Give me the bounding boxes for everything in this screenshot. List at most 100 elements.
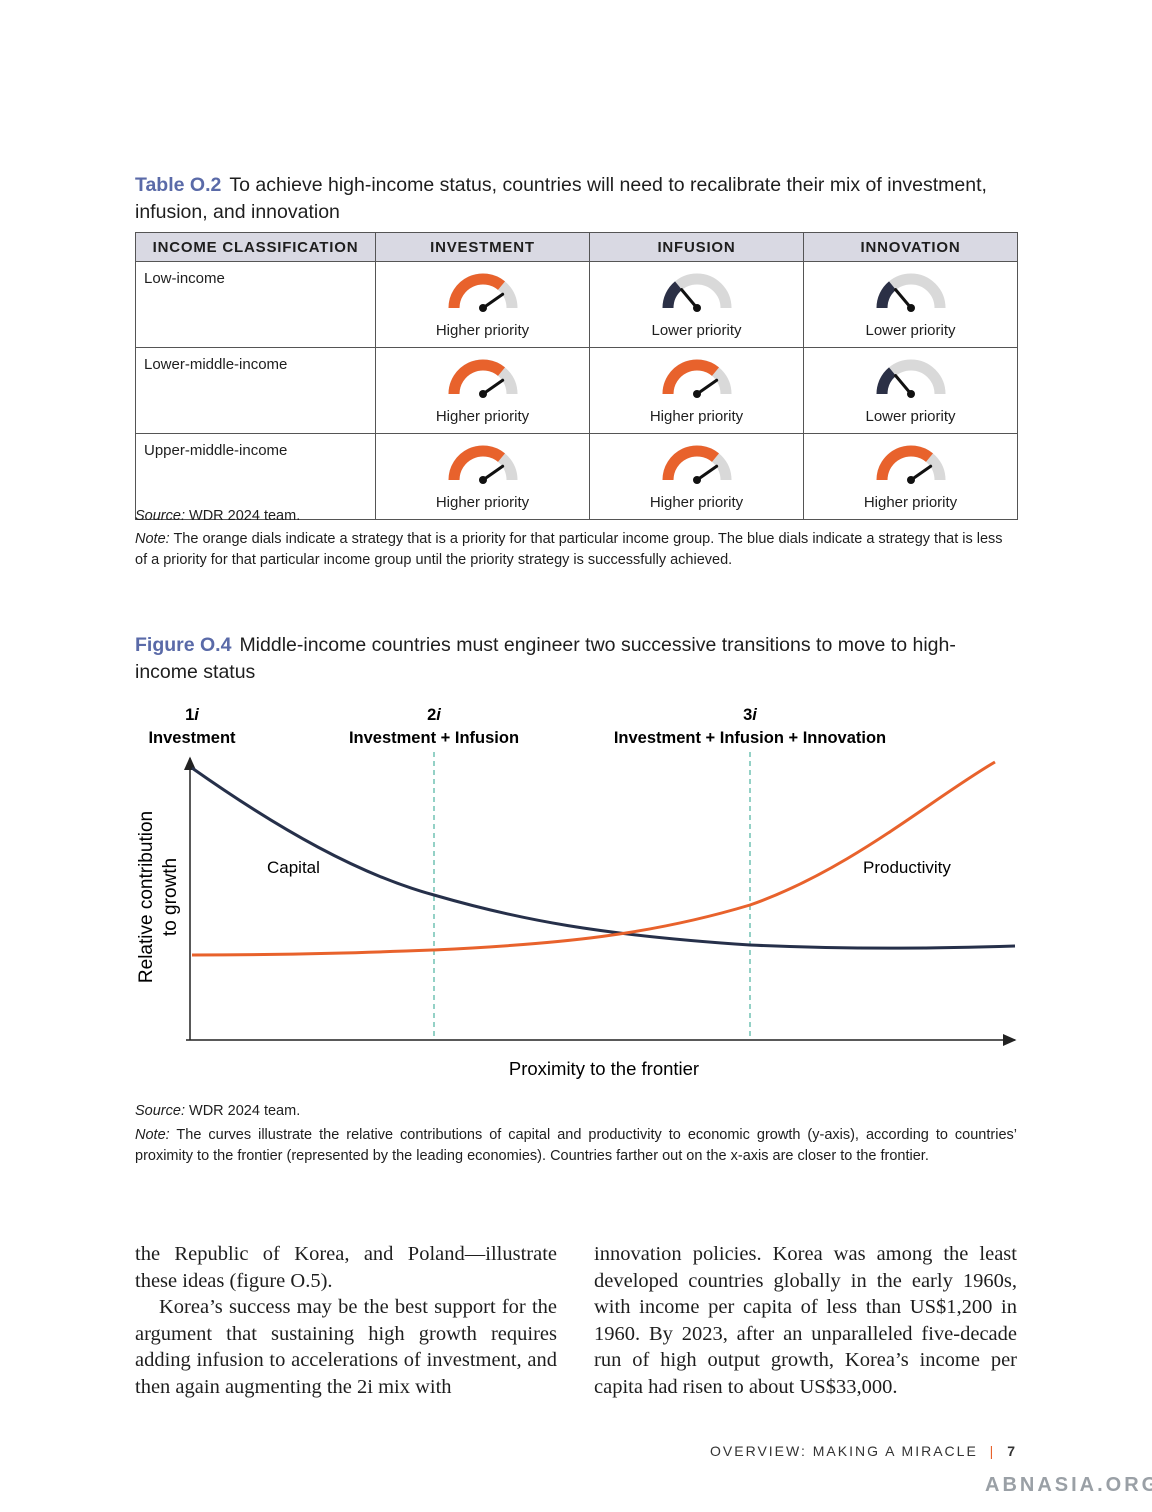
body-column: the Republic of Korea, and Poland—illust…: [135, 1241, 557, 1400]
note-label: Note:: [135, 531, 170, 547]
watermark: ABNASIA.ORG: [985, 1474, 1152, 1496]
curve-label: Capital: [267, 858, 320, 877]
footer: OVERVIEW: MAKING A MIRACLE | 7: [710, 1443, 1017, 1459]
table-row: Lower-middle-income Higher priority Higher…: [135, 347, 1018, 434]
dial: [876, 445, 945, 484]
body-column: innovation policies. Korea was among the…: [594, 1241, 1017, 1400]
table-label: Table O.2: [135, 174, 222, 196]
dial: [662, 273, 731, 312]
dial-hub: [692, 476, 701, 484]
y-label: Relative contribution to growth: [136, 811, 181, 983]
table-caption: Table O.2 To achieve high-income status, …: [135, 172, 995, 226]
note-label: Note:: [135, 1127, 170, 1143]
priority-label: Lower priority: [651, 322, 742, 339]
curve-label: Productivity: [863, 858, 951, 877]
dial-hub: [478, 304, 487, 312]
table-row: Upper-middle-income Higher priority Higher…: [135, 433, 1018, 520]
capital-curve: [191, 766, 1016, 950]
header-row: INCOME CLASSIFICATION INVESTMENT INFUSION I…: [135, 232, 1018, 262]
page-number: 7: [1007, 1443, 1017, 1459]
paragraph: the Republic of Korea, and Poland—illust…: [135, 1243, 557, 1292]
dial-fill: [876, 281, 896, 309]
dial-cell: Higher priority: [589, 347, 804, 434]
stage-number: 1i: [185, 706, 199, 724]
dial-needle: [695, 464, 718, 482]
dial-cell: Higher priority: [803, 433, 1018, 520]
priority-label: Lower priority: [865, 322, 956, 339]
productivity-curve: [191, 760, 996, 957]
dial-cell: Lower priority: [803, 347, 1018, 434]
running-head: OVERVIEW: MAKING A MIRACLE: [710, 1443, 978, 1459]
table-source: Source: WDR 2024 team.: [135, 506, 1017, 527]
dial-needle: [679, 288, 698, 310]
priority-label: Higher priority: [435, 408, 530, 425]
table-title: To achieve high-income status, countries…: [135, 174, 987, 223]
income-class: Upper-middle-income: [135, 433, 376, 520]
dial-fill: [448, 273, 505, 309]
figure-caption: Figure O.4 Middle-income countries must e…: [135, 632, 995, 686]
figure-note: Note: The curves illustrate the relative…: [135, 1125, 1017, 1167]
column-header: INCOME CLASSIFICATION: [135, 232, 376, 262]
column-header: INVESTMENT: [375, 232, 590, 262]
stage-number: 2i: [427, 706, 441, 724]
source-label: Source:: [135, 508, 185, 524]
dial-cell: Higher priority: [375, 261, 590, 348]
dial: [448, 445, 517, 484]
dial-fill: [876, 367, 896, 395]
priority-label: Higher priority: [649, 408, 744, 425]
dial-hub: [906, 304, 915, 312]
dial: [662, 445, 731, 484]
dial-cell: Lower priority: [589, 261, 804, 348]
dial-needle: [481, 378, 504, 396]
dial: [876, 273, 945, 312]
dial-cell: Higher priority: [589, 433, 804, 520]
stage-suffix: i: [436, 706, 441, 724]
stage-suffix: i: [752, 706, 757, 724]
column-header: INFUSION: [589, 232, 804, 262]
income-class: Lower-middle-income: [135, 347, 376, 434]
table-row: Low-income Higher priority Lower priority L…: [135, 261, 1018, 348]
dial-fill: [448, 445, 505, 481]
priority-label: Higher priority: [863, 494, 958, 511]
dial-needle: [695, 378, 718, 396]
stage-suffix: i: [194, 706, 199, 724]
dial-hub: [692, 304, 701, 312]
dial-fill: [662, 281, 682, 309]
dial-hub: [906, 390, 915, 398]
source-text: WDR 2024 team.: [189, 508, 301, 524]
priority-label: Lower priority: [865, 408, 956, 425]
figure-title: Middle-income countries must engineer tw…: [135, 634, 956, 683]
dial-needle: [481, 292, 504, 310]
dial-fill: [662, 359, 719, 395]
dial-hub: [906, 476, 915, 484]
dial: [448, 359, 517, 398]
note-text: The curves illustrate the relative contr…: [135, 1127, 1017, 1164]
dial-fill: [876, 445, 933, 481]
dial-hub: [692, 390, 701, 398]
source-text: WDR 2024 team.: [189, 1103, 301, 1119]
table-note: Note: The orange dials indicate a strate…: [135, 529, 1017, 571]
dial-needle: [481, 464, 504, 482]
stage-digit: 1: [185, 706, 194, 724]
stage-digit: 2: [427, 706, 436, 724]
stage-number: 3i: [743, 706, 757, 724]
dial-needle: [909, 464, 932, 482]
x-label: Proximity to the frontier: [509, 1058, 699, 1079]
paragraph: innovation policies. Korea was among the…: [594, 1243, 1017, 1398]
figure-label: Figure O.4: [135, 634, 232, 656]
dial-fill: [662, 445, 719, 481]
stage-name: Investment + Infusion + Innovation: [614, 729, 886, 747]
dial-cell: Higher priority: [375, 347, 590, 434]
figure-source: Source: WDR 2024 team.: [135, 1101, 1017, 1122]
income-class: Low-income: [135, 261, 376, 348]
dial-hub: [478, 476, 487, 484]
stage-name: Investment: [148, 729, 236, 747]
dial: [448, 273, 517, 312]
note-text: The orange dials indicate a strategy tha…: [135, 531, 1003, 568]
dial: [876, 359, 945, 398]
stage-name: Investment + Infusion: [349, 729, 519, 747]
y-label-line: Relative contribution: [136, 811, 157, 983]
